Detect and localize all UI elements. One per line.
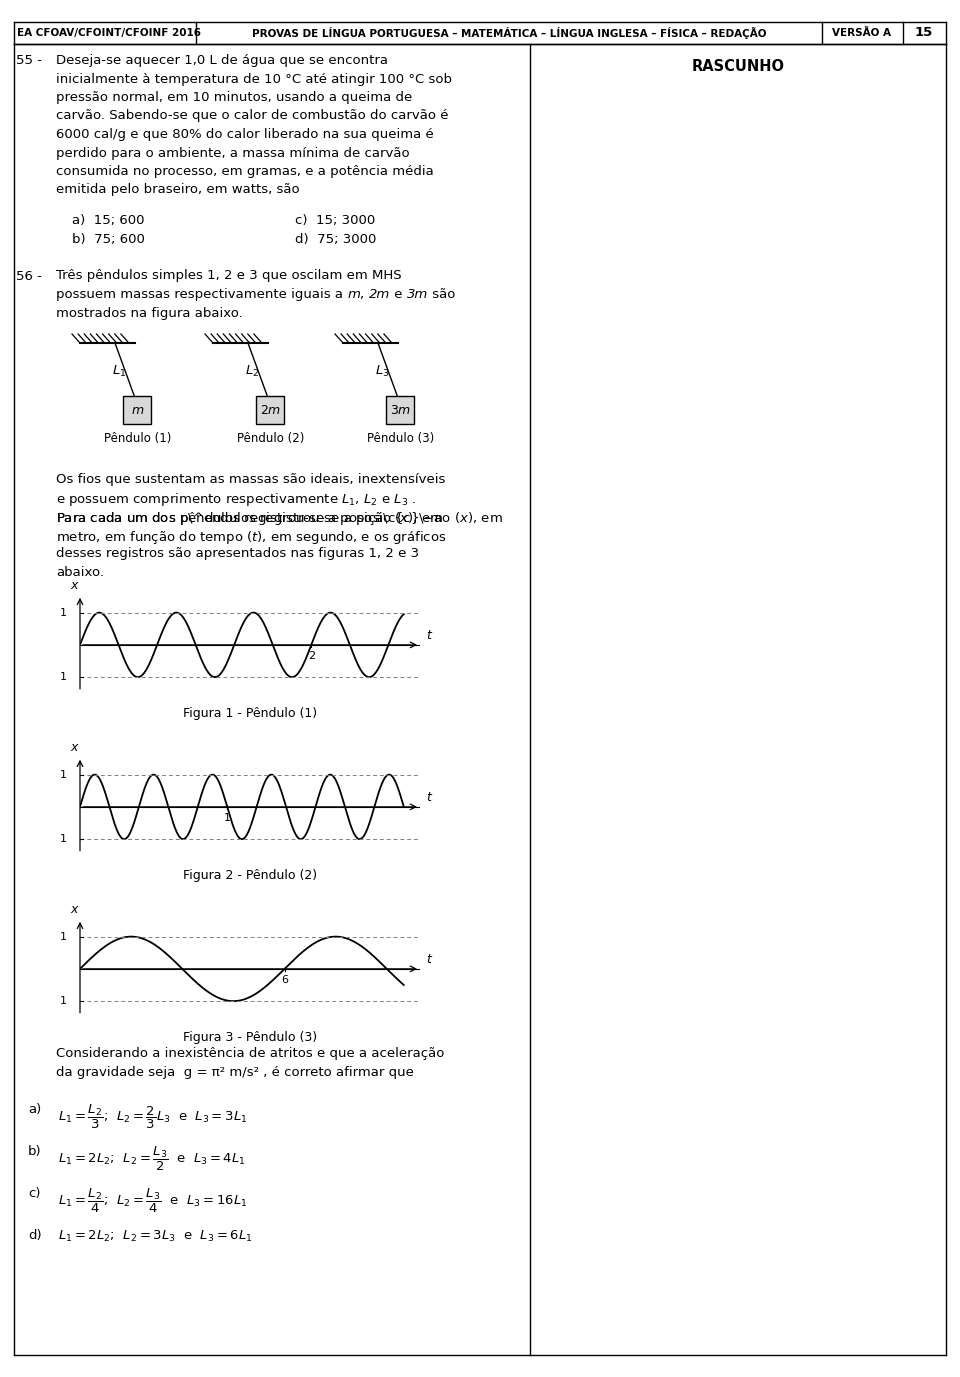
Text: $t$: $t$: [426, 629, 434, 642]
Text: a): a): [28, 1103, 41, 1115]
Text: c): c): [28, 1187, 40, 1199]
Text: 2m: 2m: [369, 288, 390, 302]
Text: 55 -: 55 -: [16, 54, 42, 67]
Text: e possuem comprimento respectivamente $L_1$, $L_2$ e $L_3$ .: e possuem comprimento respectivamente $L…: [56, 492, 417, 508]
Text: $L_1 = \dfrac{L_2}{3}$;  $L_2 = \dfrac{2}{3}L_3$  e  $L_3 = 3L_1$: $L_1 = \dfrac{L_2}{3}$; $L_2 = \dfrac{2}…: [58, 1103, 248, 1131]
Text: mostrados na figura abaixo.: mostrados na figura abaixo.: [56, 307, 243, 319]
Text: b): b): [28, 1144, 41, 1158]
Text: 6: 6: [281, 975, 288, 985]
Text: 1: 1: [60, 996, 67, 1007]
Text: perdido para o ambiente, a massa mínima de carvão: perdido para o ambiente, a massa mínima …: [56, 146, 410, 160]
Text: $L_1$: $L_1$: [112, 364, 127, 379]
Text: Pêndulo (2): Pêndulo (2): [236, 432, 304, 445]
Text: inicialmente à temperatura de 10 °C até atingir 100 °C sob: inicialmente à temperatura de 10 °C até …: [56, 73, 452, 85]
Text: Figura 1 - Pêndulo (1): Figura 1 - Pêndulo (1): [183, 708, 317, 720]
Text: ,: ,: [360, 288, 369, 302]
Text: $t$: $t$: [426, 792, 434, 804]
Text: 1: 1: [60, 834, 67, 844]
Text: abaixo.: abaixo.: [56, 566, 104, 578]
Text: m: m: [348, 288, 360, 302]
Text: RASCUNHO: RASCUNHO: [691, 59, 784, 74]
Text: pressão normal, em 10 minutos, usando a queima de: pressão normal, em 10 minutos, usando a …: [56, 91, 412, 105]
Text: $L_1 = \dfrac{L_2}{4}$;  $L_2 = \dfrac{L_3}{4}$  e  $L_3 = 16L_1$: $L_1 = \dfrac{L_2}{4}$; $L_2 = \dfrac{L_…: [58, 1187, 248, 1215]
Polygon shape: [386, 397, 415, 424]
Text: 15: 15: [915, 26, 933, 40]
Text: da gravidade seja  g = π² m/s² , é correto afirmar que: da gravidade seja g = π² m/s² , é corret…: [56, 1066, 414, 1078]
Text: 1: 1: [224, 812, 230, 822]
Text: Os fios que sustentam as massas são ideais, inextensíveis: Os fios que sustentam as massas são idea…: [56, 474, 445, 486]
Text: Considerando a inexistência de atritos e que a aceleração: Considerando a inexistência de atritos e…: [56, 1048, 444, 1060]
Polygon shape: [123, 397, 152, 424]
Text: $t$: $t$: [426, 953, 434, 967]
Text: são: são: [428, 288, 455, 302]
Text: $x$: $x$: [70, 903, 80, 916]
Text: Para cada um dos pêndulos registrou-se a posição $(x)$, em: Para cada um dos pêndulos registrou-se a…: [56, 509, 444, 527]
Text: $L_1 = 2L_2$;  $L_2 = \dfrac{L_3}{2}$  e  $L_3 = 4L_1$: $L_1 = 2L_2$; $L_2 = \dfrac{L_3}{2}$ e $…: [58, 1144, 246, 1173]
Text: Pêndulo (3): Pêndulo (3): [367, 432, 434, 445]
Text: Para cada um dos p\^endulos registrou-se a posi\c{c}\~ao $(x)$, em: Para cada um dos p\^endulos registrou-se…: [56, 509, 503, 527]
Text: 2: 2: [308, 651, 315, 661]
Text: 3m: 3m: [406, 288, 428, 302]
Text: a)  15; 600: a) 15; 600: [72, 213, 145, 227]
Text: $x$: $x$: [70, 741, 80, 753]
Text: d)  75; 3000: d) 75; 3000: [295, 233, 376, 245]
Text: b)  75; 600: b) 75; 600: [72, 233, 145, 245]
Text: $L_3$: $L_3$: [375, 364, 390, 379]
Text: c)  15; 3000: c) 15; 3000: [295, 213, 375, 227]
Text: EA CFOAV/CFOINT/CFOINF 2016: EA CFOAV/CFOINT/CFOINF 2016: [17, 28, 201, 39]
Text: Deseja-se aquecer 1,0 L de água que se encontra: Deseja-se aquecer 1,0 L de água que se e…: [56, 54, 388, 67]
Text: carvão. Sabendo-se que o calor de combustão do carvão é: carvão. Sabendo-se que o calor de combus…: [56, 110, 448, 123]
Text: 56 -: 56 -: [16, 270, 42, 282]
Text: 1: 1: [60, 932, 67, 942]
Text: 1: 1: [60, 672, 67, 682]
Text: emitida pelo braseiro, em watts, são: emitida pelo braseiro, em watts, são: [56, 183, 300, 197]
Text: $\it{2m}$: $\it{2m}$: [260, 403, 280, 417]
Text: Figura 2 - Pêndulo (2): Figura 2 - Pêndulo (2): [183, 869, 317, 883]
Text: Pêndulo (1): Pêndulo (1): [104, 432, 171, 445]
Text: e: e: [390, 288, 406, 302]
Text: $L_2$: $L_2$: [245, 364, 259, 379]
Text: d): d): [28, 1228, 41, 1242]
Text: 1: 1: [60, 770, 67, 779]
Text: 1: 1: [60, 607, 67, 618]
Text: Três pêndulos simples 1, 2 e 3 que oscilam em MHS: Três pêndulos simples 1, 2 e 3 que oscil…: [56, 270, 401, 282]
Polygon shape: [256, 397, 284, 424]
Text: $\it{m}$: $\it{m}$: [131, 403, 144, 417]
Text: consumida no processo, em gramas, e a potência média: consumida no processo, em gramas, e a po…: [56, 165, 434, 178]
Text: $x$: $x$: [70, 578, 80, 592]
Text: Figura 3 - Pêndulo (3): Figura 3 - Pêndulo (3): [183, 1031, 317, 1044]
Text: metro, em função do tempo $(t)$, em segundo, e os gráficos: metro, em função do tempo $(t)$, em segu…: [56, 529, 446, 545]
Text: VERSÃO A: VERSÃO A: [832, 28, 892, 39]
Text: 6000 cal/g e que 80% do calor liberado na sua queima é: 6000 cal/g e que 80% do calor liberado n…: [56, 128, 434, 140]
Text: desses registros são apresentados nas figuras 1, 2 e 3: desses registros são apresentados nas fi…: [56, 547, 420, 560]
Text: $L_1 = 2L_2$;  $L_2 = 3L_3$  e  $L_3 = 6L_1$: $L_1 = 2L_2$; $L_2 = 3L_3$ e $L_3 = 6L_1…: [58, 1228, 252, 1243]
Text: PROVAS DE LÍNGUA PORTUGUESA – MATEMÁTICA – LÍNGUA INGLESA – FÍSICA – REDAÇÃO: PROVAS DE LÍNGUA PORTUGUESA – MATEMÁTICA…: [252, 28, 766, 39]
Text: $\it{3m}$: $\it{3m}$: [390, 403, 411, 417]
Text: possuem massas respectivamente iguais a: possuem massas respectivamente iguais a: [56, 288, 348, 302]
